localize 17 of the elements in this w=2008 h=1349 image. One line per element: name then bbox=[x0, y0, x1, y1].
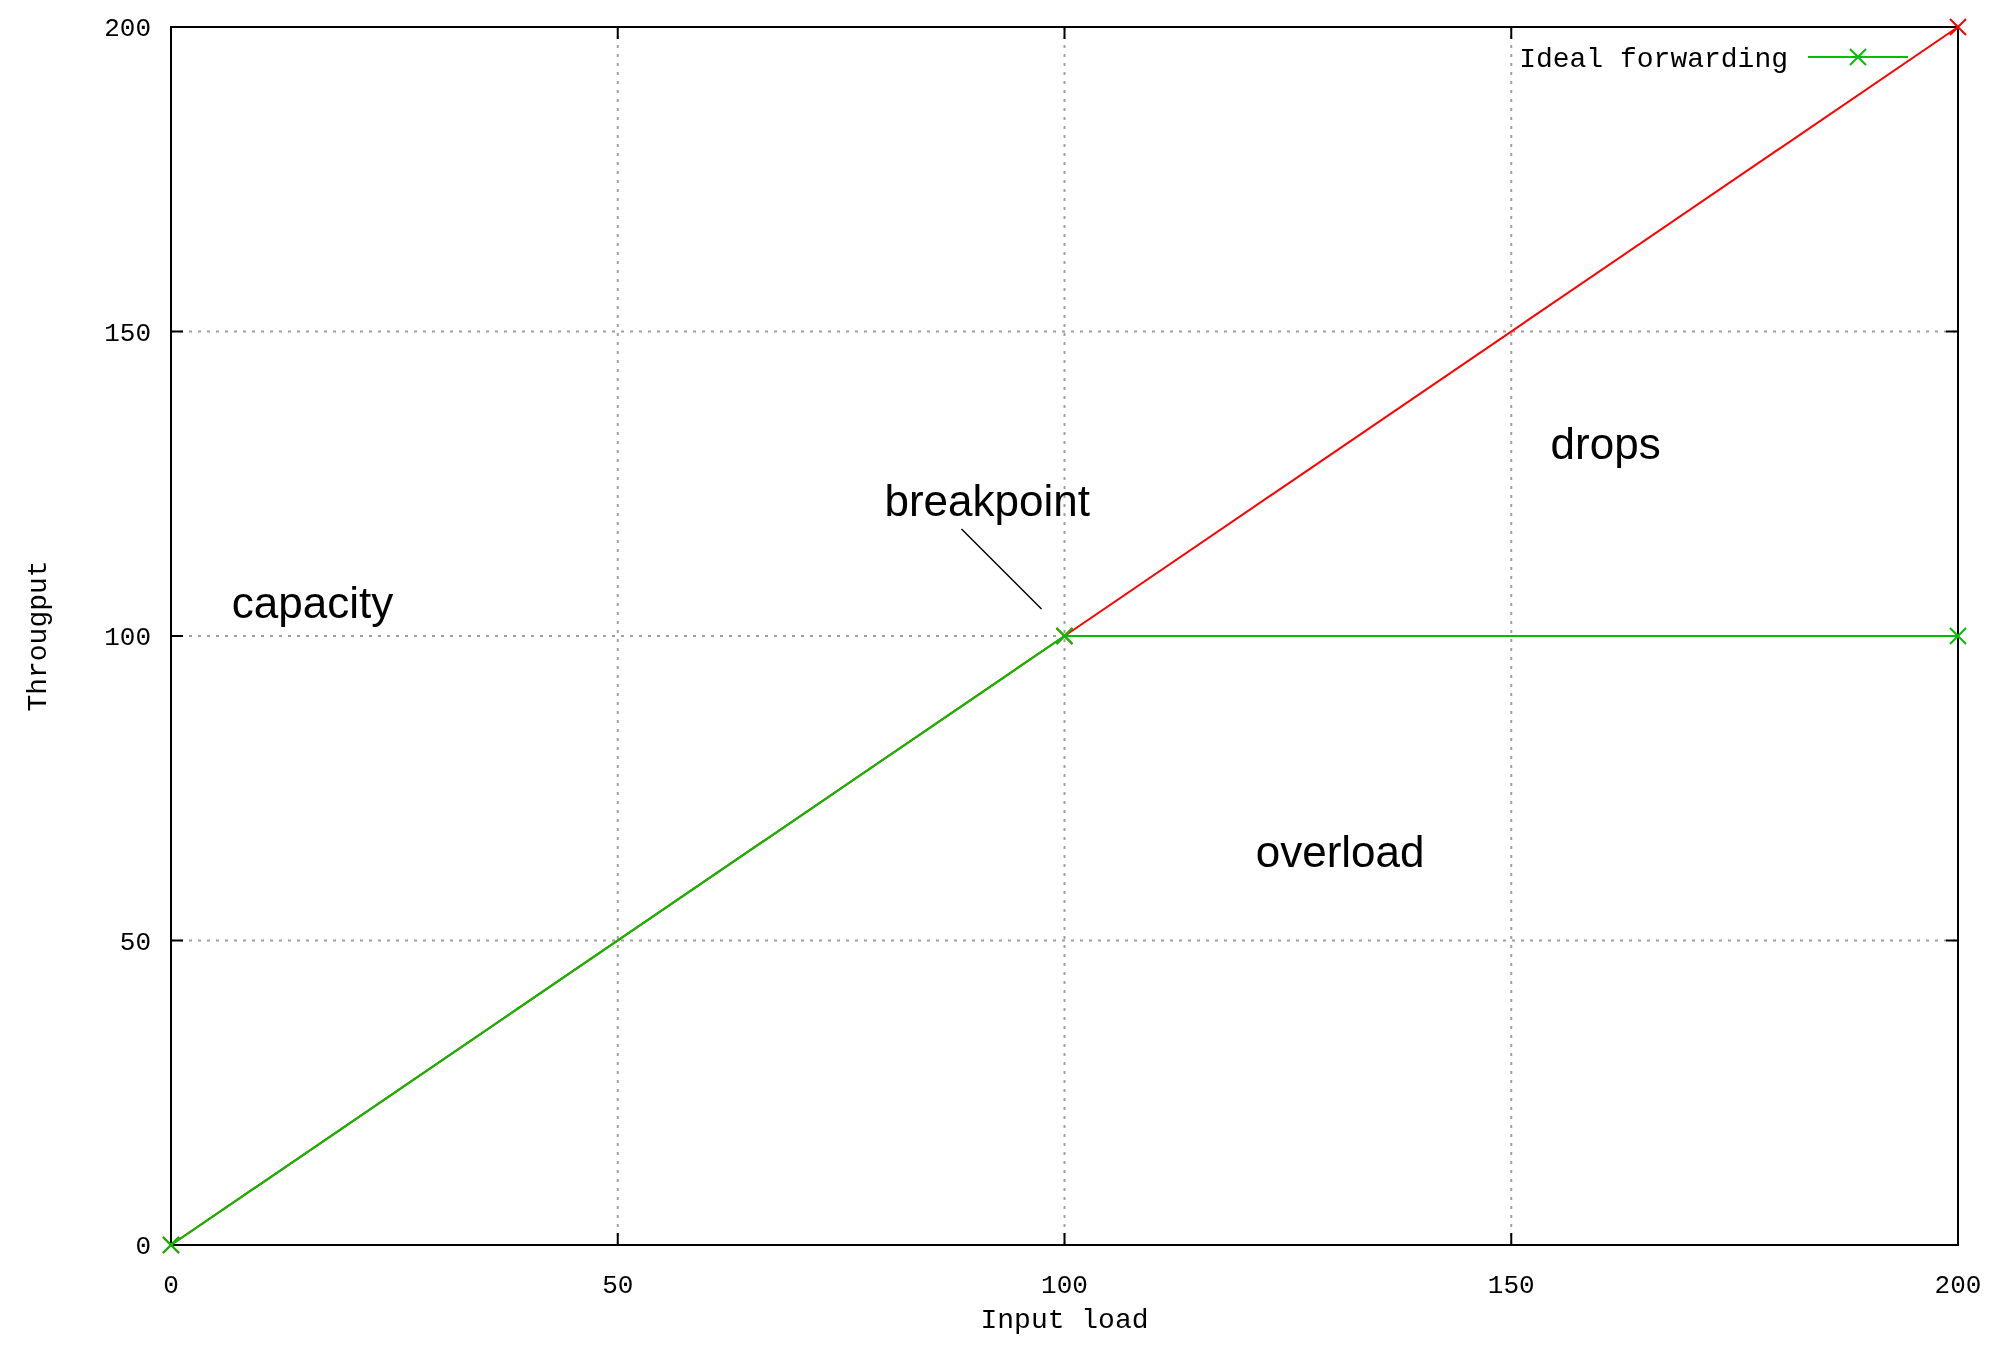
y-tick-label: 100 bbox=[104, 623, 151, 654]
y-axis-title: Througput bbox=[23, 560, 54, 712]
annotation: breakpoint bbox=[884, 476, 1090, 525]
x-tick-label: 50 bbox=[602, 1271, 634, 1301]
legend-label: Ideal forwarding bbox=[1519, 43, 1788, 75]
x-axis-title: Input load bbox=[980, 1305, 1149, 1336]
annotation: capacity bbox=[231, 577, 394, 627]
x-tick-label: 0 bbox=[163, 1271, 179, 1301]
annotation: drops bbox=[1550, 419, 1661, 469]
y-tick-label: 200 bbox=[104, 14, 151, 45]
y-tick-label: 0 bbox=[135, 1232, 151, 1263]
y-tick-label: 150 bbox=[104, 318, 151, 349]
annotation: overload bbox=[1255, 827, 1425, 877]
x-tick-label: 150 bbox=[1487, 1271, 1535, 1301]
x-tick-label: 200 bbox=[1934, 1271, 1982, 1301]
x-tick-label: 100 bbox=[1041, 1271, 1088, 1301]
y-tick-label: 50 bbox=[119, 927, 151, 958]
